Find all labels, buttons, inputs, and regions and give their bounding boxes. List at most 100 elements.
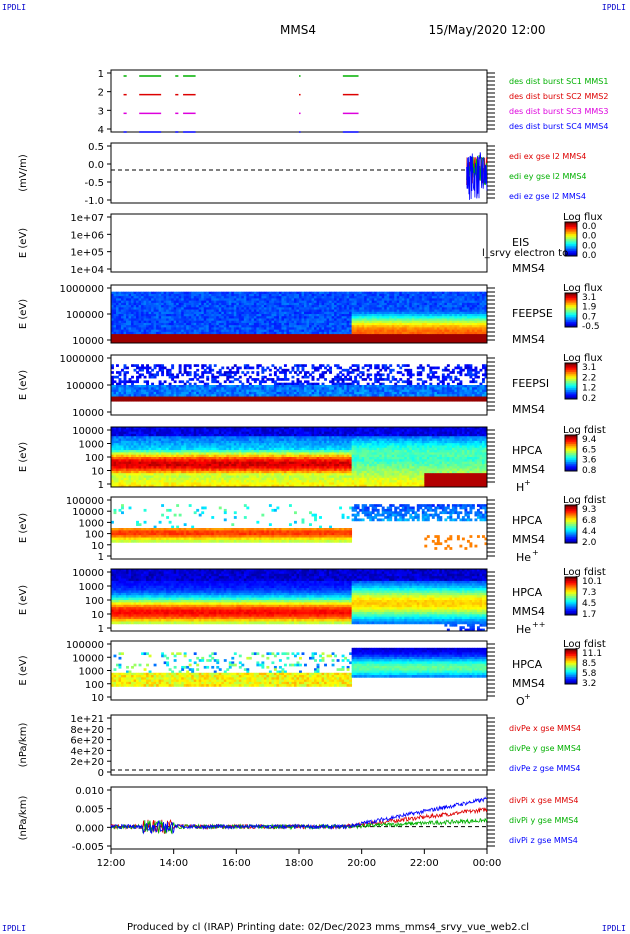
feepse-cell — [479, 327, 482, 330]
feepsi-cell — [357, 397, 360, 400]
feepse-cell — [276, 327, 279, 330]
feepsi-cell — [121, 387, 124, 390]
feepsi-cell — [342, 392, 345, 395]
feepsi-cell — [131, 394, 134, 397]
feepsi-cell — [372, 397, 375, 400]
feepse-cell — [322, 298, 325, 301]
feepsi-cell — [136, 371, 139, 374]
feepsi-cell — [169, 392, 172, 395]
feepse-cell — [191, 298, 194, 301]
feepsi-cell — [309, 399, 312, 402]
feepsi-cell — [281, 394, 284, 397]
feepsi-cell — [354, 399, 357, 402]
feepsi-cell — [239, 397, 242, 400]
feepsi-cell — [226, 387, 229, 390]
feepsi-cell — [194, 373, 197, 376]
feepsi-cell — [259, 399, 262, 402]
feepsi-cell — [362, 387, 365, 390]
feepsi-cell — [181, 373, 184, 376]
feepse-cell — [226, 327, 229, 330]
feepsi-cell — [131, 392, 134, 395]
eis-ytick-label: 1e+07 — [70, 213, 104, 224]
feepse-cell — [279, 298, 282, 301]
feepse-cell — [359, 298, 362, 301]
feepsi-cell — [201, 364, 204, 367]
feepsi-cell — [174, 380, 177, 383]
feepsi-cell — [347, 394, 350, 397]
feepsi-cell — [159, 385, 162, 388]
feepsi-cell — [369, 378, 372, 381]
feepsi-cell — [154, 397, 157, 400]
feepsi-cell — [189, 373, 192, 376]
feepse-cell — [214, 298, 217, 301]
feepsi-cell — [126, 394, 129, 397]
feepsi-cell — [274, 380, 277, 383]
feepsi-cell — [354, 397, 357, 400]
feepse-cell — [309, 298, 312, 301]
feepsi-cell — [166, 394, 169, 397]
feepsi-cell — [224, 397, 227, 400]
feepsi-cell — [342, 387, 345, 390]
feepsi-cell — [141, 385, 144, 388]
feepsi-cell — [379, 373, 382, 376]
feepsi-cell — [362, 399, 365, 402]
feepse-cell — [179, 298, 182, 301]
feepse-cell — [181, 327, 184, 330]
feepse-cell — [314, 327, 317, 330]
feepsi-cell — [339, 383, 342, 386]
feepsi-cell — [314, 394, 317, 397]
feepse-colorbar-tick: -0.5 — [582, 322, 600, 332]
feepsi-cell — [174, 387, 177, 390]
feepsi-cell — [231, 399, 234, 402]
feepse-cell — [404, 298, 407, 301]
feepsi-cell — [394, 383, 397, 386]
feepsi-cell — [239, 387, 242, 390]
feepse-cell — [467, 327, 470, 330]
feepsi-cell — [254, 394, 257, 397]
feepse-cell — [444, 298, 447, 301]
divpe-legend-entry: divPe z gse MMS4 — [509, 764, 580, 773]
feepsi-cell — [339, 367, 342, 370]
feepsi-cell — [144, 385, 147, 388]
feepsi-cell — [259, 380, 262, 383]
feepsi-cell — [139, 373, 142, 376]
feepsi-cell — [332, 392, 335, 395]
feepsi-cell — [261, 394, 264, 397]
feepsi-cell — [264, 387, 267, 390]
feepse-cell — [367, 298, 370, 301]
feepsi-cell — [377, 367, 380, 370]
feepsi-cell — [289, 383, 292, 386]
feepsi-cell — [362, 392, 365, 395]
feepsi-cell — [286, 394, 289, 397]
feepsi-cell — [211, 376, 214, 379]
feepsi-cell — [134, 394, 137, 397]
feepsi-cell — [259, 397, 262, 400]
feepsi-cell — [372, 385, 375, 388]
feepsi-cell — [289, 397, 292, 400]
feepsi-cell — [302, 383, 305, 386]
feepsi-cell — [344, 394, 347, 397]
feepsi-cell — [369, 394, 372, 397]
feepsi-cell — [209, 385, 212, 388]
feepsi-cell — [402, 392, 405, 395]
feepsi-cell — [392, 394, 395, 397]
feepsi-cell — [239, 385, 242, 388]
feepsi-cell — [226, 394, 229, 397]
feepse-cell — [134, 327, 137, 330]
feepsi-cell — [234, 364, 237, 367]
feepsi-cell — [276, 376, 279, 379]
feepsi-cell — [236, 397, 239, 400]
feepsi-cell — [382, 397, 385, 400]
feepse-cell — [344, 327, 347, 330]
feepsi-cell — [236, 367, 239, 370]
feepsi-cell — [354, 387, 357, 390]
feepsi-cell — [399, 387, 402, 390]
feepsi-cell — [191, 399, 194, 402]
feepsi-cell — [126, 392, 129, 395]
feepsi-cell — [304, 387, 307, 390]
feepsi-cell — [281, 385, 284, 388]
feepsi-cell — [317, 385, 320, 388]
feepse-cell — [424, 327, 427, 330]
feepsi-cell — [334, 392, 337, 395]
feepsi-cell — [389, 380, 392, 383]
